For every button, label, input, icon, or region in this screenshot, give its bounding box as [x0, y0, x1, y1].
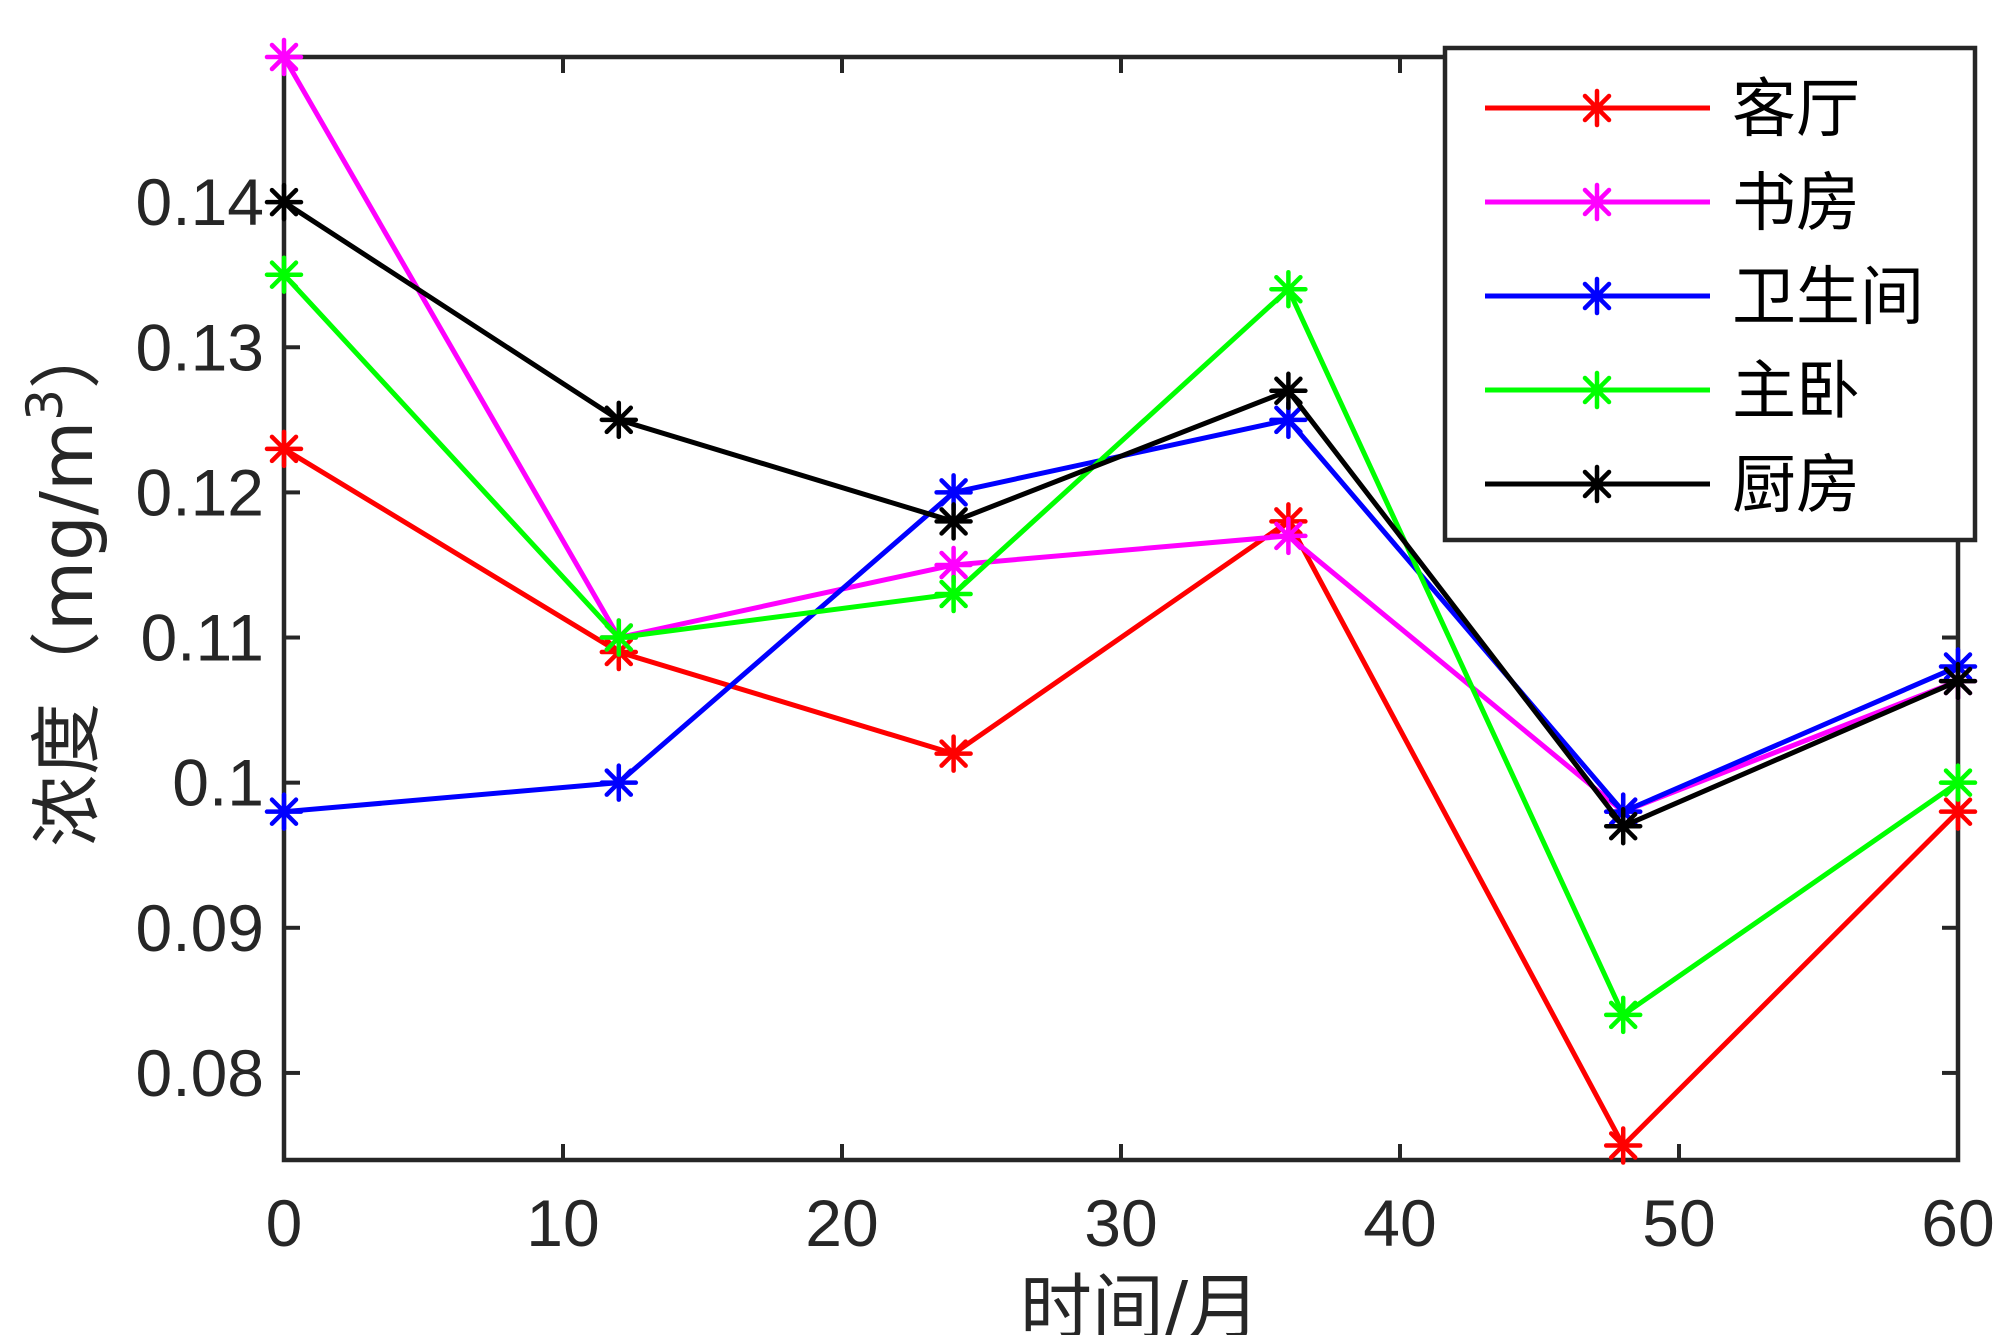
x-tick-label: 40: [1363, 1186, 1436, 1260]
data-point-marker: [934, 574, 973, 614]
y-axis-title: 浓度（mg/m3）: [16, 317, 109, 847]
data-point-marker: [934, 734, 973, 773]
y-tick-label: 0.11: [140, 601, 264, 675]
data-point-marker: [264, 37, 304, 77]
y-tick-label: 0.13: [136, 310, 264, 384]
legend-item: 卫生间: [1485, 261, 1924, 335]
x-tick-label: 30: [1084, 1186, 1157, 1260]
y-axis-title-close: ）: [25, 317, 109, 389]
y-tick-label: 0.12: [136, 455, 264, 529]
series-4: [264, 255, 1978, 1035]
legend-item: 主卧: [1485, 355, 1860, 429]
series-lines: [264, 37, 1978, 1165]
legend-marker: [1577, 276, 1617, 316]
y-tick-label: 0.09: [136, 891, 264, 965]
series-line: [282, 446, 1960, 1148]
y-tick-label: 0.14: [136, 165, 264, 239]
y-axis-ticks: 0.08 0.09 0.1 0.11 0.12 0.13 0.14: [136, 165, 1958, 1110]
legend-marker: [1577, 464, 1617, 504]
x-tick-label: 0: [266, 1186, 303, 1260]
data-point-marker: [264, 429, 304, 469]
data-point-marker: [1269, 269, 1308, 309]
data-point-marker: [1938, 763, 1978, 802]
legend-label: 厨房: [1732, 449, 1860, 523]
series-line: [282, 200, 1959, 829]
x-tick-label: 10: [526, 1186, 599, 1260]
legend-label: 书房: [1732, 167, 1860, 241]
x-tick-label: 50: [1642, 1186, 1715, 1260]
x-tick-label: 20: [805, 1186, 878, 1260]
y-tick-label: 0.08: [136, 1036, 264, 1110]
series-line: [282, 273, 1960, 1018]
data-point-marker: [1269, 371, 1308, 411]
x-axis-ticks: 0 10 20 30 40 50 60: [266, 57, 1995, 1260]
x-tick-label: 60: [1921, 1186, 1994, 1260]
legend-item: 书房: [1485, 167, 1860, 241]
data-point-marker: [599, 618, 639, 657]
y-axis-title-superscript: 3: [16, 389, 74, 421]
legend-label: 卫生间: [1732, 261, 1924, 335]
data-point-marker: [934, 502, 973, 541]
data-point-marker: [1269, 516, 1308, 556]
y-axis-title-main: 浓度（mg/m: [25, 421, 109, 847]
legend-marker: [1577, 370, 1617, 410]
series-5: [264, 182, 1978, 846]
data-point-marker: [264, 792, 304, 831]
data-point-marker: [264, 255, 304, 294]
legend-label: 主卧: [1732, 355, 1860, 429]
legend-item: 客厅: [1485, 73, 1860, 147]
data-point-marker: [1603, 1126, 1643, 1165]
data-point-marker: [599, 763, 639, 802]
data-point-marker: [1603, 995, 1643, 1035]
series-1: [264, 429, 1978, 1165]
data-point-marker: [1938, 661, 1978, 701]
data-point-marker: [1603, 806, 1643, 846]
y-tick-label: 0.1: [172, 746, 264, 820]
data-point-marker: [264, 182, 304, 222]
x-axis-title: 时间/月: [1020, 1266, 1260, 1335]
legend-label: 客厅: [1732, 73, 1860, 147]
legend-item: 厨房: [1485, 449, 1860, 523]
legend-marker: [1577, 88, 1617, 128]
legend-marker: [1577, 182, 1617, 222]
data-point-marker: [599, 400, 639, 440]
